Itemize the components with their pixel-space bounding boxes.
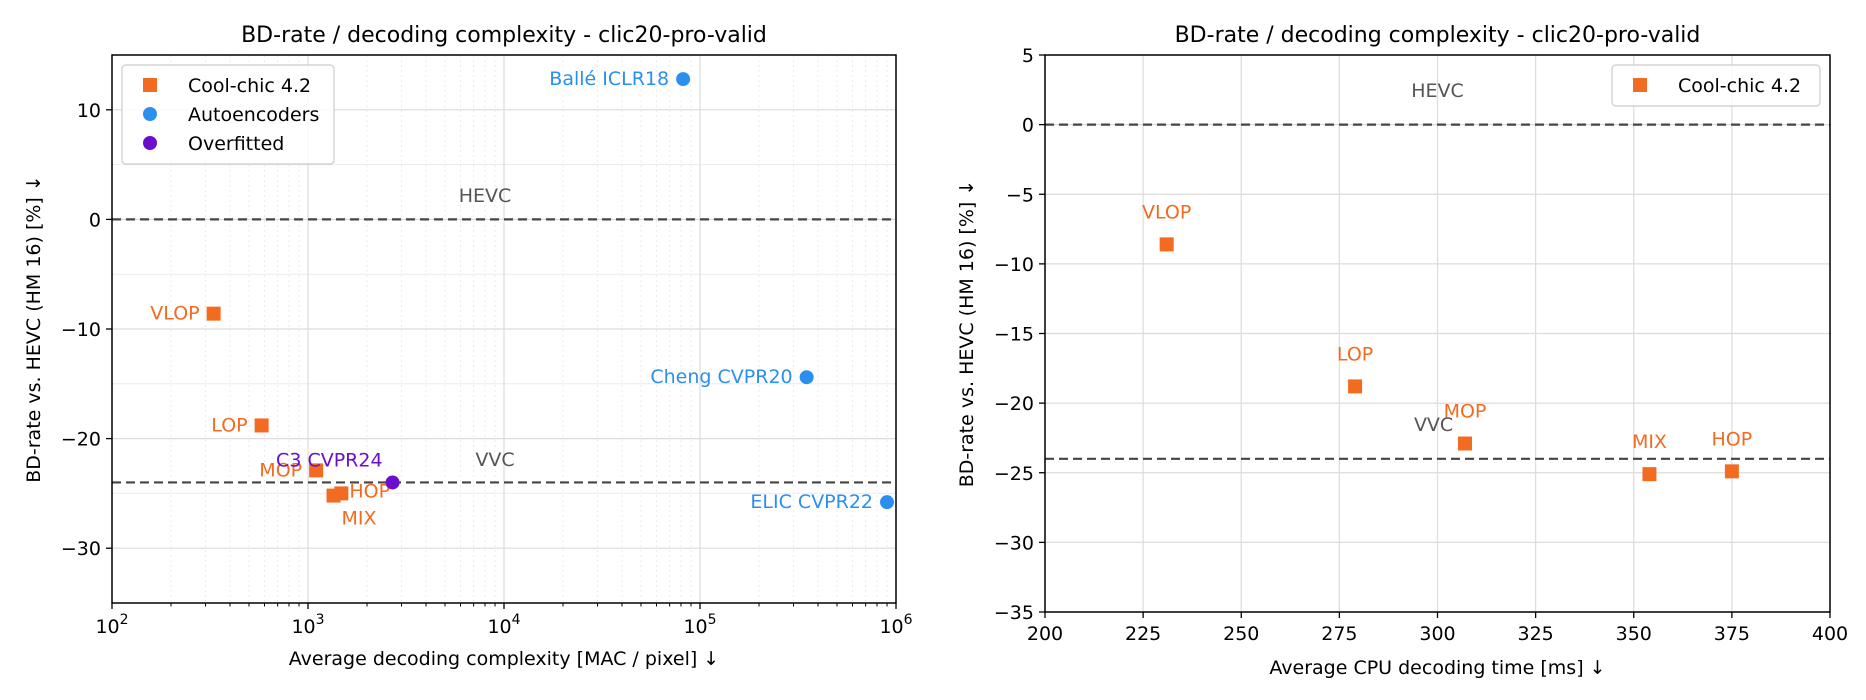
legend-box (1611, 64, 1821, 107)
legend-marker (143, 78, 157, 92)
x-axis-label: Average CPU decoding time [ms] ↓ (1269, 657, 1605, 679)
legend-label: Cool-chic 4.2 (1678, 75, 1801, 97)
point-label-lop: LOP (1337, 343, 1373, 365)
legend-label: Cool-chic 4.2 (188, 75, 311, 97)
x-tick-label: 350 (1616, 623, 1652, 645)
y-tick-label: −30 (61, 538, 101, 560)
y-tick-label: −20 (994, 393, 1034, 415)
x-tick-label: 106 (879, 612, 912, 638)
point-c3-cvpr24 (385, 475, 400, 490)
y-axis-label: BD-rate vs. HEVC (HM 16) [%] ↓ (956, 180, 978, 488)
x-tick-exponent: 2 (120, 612, 129, 628)
point-label-mop: MOP (1444, 401, 1487, 423)
point-label-c3-cvpr24: C3 CVPR24 (276, 449, 383, 471)
x-tick-base: 10 (291, 616, 315, 638)
x-tick-label: 102 (95, 612, 128, 638)
x-tick-base: 10 (487, 616, 511, 638)
y-axis-label: BD-rate vs. HEVC (HM 16) [%] ↓ (23, 175, 45, 483)
point-mix (1642, 467, 1657, 482)
chart-title: BD-rate / decoding complexity - clic20-p… (241, 23, 767, 48)
point-vlop (1159, 237, 1174, 252)
point-label-hop: HOP (1712, 428, 1753, 450)
point-cheng-cvpr20 (799, 370, 814, 385)
legend-label: Autoencoders (188, 104, 319, 126)
y-tick-label: −30 (994, 532, 1034, 554)
x-tick-base: 10 (683, 616, 707, 638)
point-hop (334, 486, 349, 501)
x-tick-label: 103 (291, 612, 324, 638)
x-tick-exponent: 4 (512, 612, 521, 628)
point-label-vlop: VLOP (150, 303, 199, 325)
x-tick-label: 200 (1027, 623, 1063, 645)
y-tick-label: −35 (994, 602, 1034, 624)
point-label-mop: MOP (259, 459, 302, 481)
point-label-hop: HOP (349, 480, 390, 502)
x-tick-label: 105 (683, 612, 716, 638)
point-mop (309, 463, 324, 478)
x-axis-label: Average decoding complexity [MAC / pixel… (289, 648, 719, 670)
x-tick-label: 104 (487, 612, 520, 638)
y-tick-label: −10 (994, 254, 1034, 276)
point-label-cheng-cvpr20: Cheng CVPR20 (650, 366, 792, 388)
point-mop (1457, 436, 1472, 451)
x-tick-label: 225 (1125, 623, 1161, 645)
legend-marker (143, 136, 157, 150)
y-tick-label: −15 (994, 324, 1034, 346)
point-label-vlop: VLOP (1142, 201, 1191, 223)
x-tick-label: 375 (1714, 623, 1750, 645)
x-tick-base: 10 (879, 616, 903, 638)
x-tick-label: 275 (1321, 623, 1357, 645)
reference-label-vvc: VVC (1414, 414, 1453, 436)
y-tick-label: −10 (61, 319, 101, 341)
point-lop (1348, 379, 1363, 394)
point-label-elic-cvpr22: ELIC CVPR22 (750, 491, 873, 513)
x-tick-exponent: 3 (316, 612, 325, 628)
y-tick-label: 0 (1022, 115, 1034, 137)
point-ball-iclr18 (676, 72, 691, 87)
point-elic-cvpr22 (880, 495, 895, 510)
point-lop (254, 418, 269, 433)
legend-marker (143, 107, 157, 121)
legend-box (121, 64, 335, 165)
x-tick-label: 325 (1517, 623, 1553, 645)
point-label-lop: LOP (211, 414, 247, 436)
x-tick-label: 250 (1223, 623, 1259, 645)
x-tick-label: 300 (1419, 623, 1455, 645)
x-tick-label: 400 (1812, 623, 1848, 645)
y-tick-label: −5 (1006, 184, 1034, 206)
y-tick-label: 10 (77, 100, 101, 122)
y-tick-label: 5 (1022, 45, 1034, 67)
point-label-mix: MIX (1632, 431, 1667, 453)
point-vlop (206, 306, 221, 321)
point-label-ball-iclr18: Ballé ICLR18 (549, 68, 669, 90)
point-hop (1724, 464, 1739, 479)
y-tick-label: −25 (994, 463, 1034, 485)
x-tick-exponent: 6 (904, 612, 913, 628)
legend-marker (1633, 78, 1647, 92)
point-label-mix: MIX (342, 508, 377, 530)
legend-label: Overfitted (188, 133, 284, 155)
chart-right: HEVC VVC 200 225 250 275 300 325 350 375 400 5 0 −5 −1… (956, 23, 1848, 679)
y-tick-label: 0 (89, 209, 101, 231)
reference-label-vvc: VVC (475, 449, 514, 471)
x-tick-exponent: 5 (708, 612, 717, 628)
reference-label-hevc: HEVC (1411, 80, 1464, 102)
reference-label-hevc: HEVC (459, 185, 512, 207)
y-tick-label: −20 (61, 429, 101, 451)
chart-title: BD-rate / decoding complexity - clic20-p… (1175, 23, 1701, 48)
x-tick-base: 10 (95, 616, 119, 638)
